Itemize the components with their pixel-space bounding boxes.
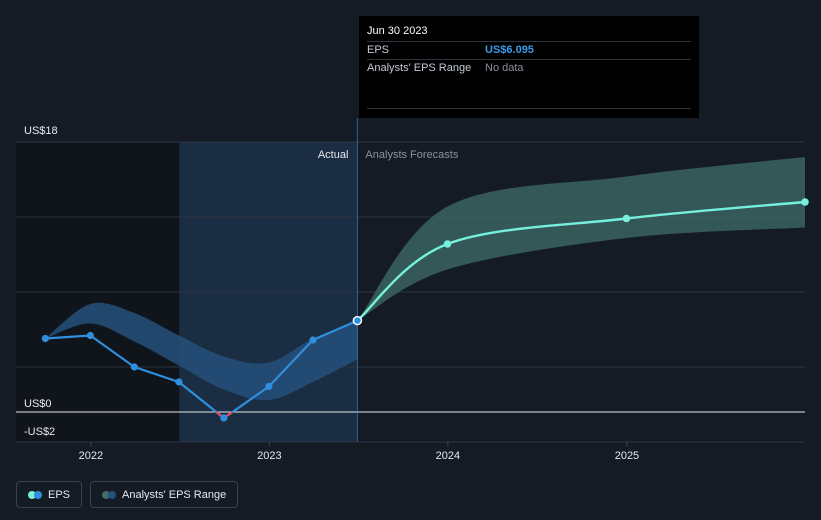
legend-eps-label: EPS [48,488,71,501]
tooltip-row-eps: EPS US$6.095 [367,41,691,59]
eps-actual-point[interactable] [265,382,273,391]
tooltip-range-label: Analysts' EPS Range [367,62,472,74]
eps-actual-segment [44,334,92,340]
x-axis-labels: 2022 2023 2024 2025 [79,442,639,462]
range-dots-icon [102,490,117,499]
forecast-range-band [357,157,805,321]
legend-eps-button[interactable]: EPS [16,481,83,508]
tooltip-eps-label: EPS [367,44,390,56]
chart-legend: EPS Analysts' EPS Range [16,481,239,508]
eps-actual-segment [267,338,315,388]
eps-actual-point[interactable] [220,414,228,422]
eps-forecast-point[interactable] [622,214,631,223]
x-tick-label: 2022 [79,450,103,462]
legend-range-button[interactable]: Analysts' EPS Range [90,481,239,508]
tooltip-divider [367,108,691,109]
x-tick-label: 2025 [615,450,639,462]
eps-actual-point[interactable] [352,315,363,326]
x-tick-label: 2023 [257,450,281,462]
tooltip-range-value: No data [485,62,524,74]
eps-forecast-line [356,200,806,322]
hover-tooltip: Jun 30 2023 EPS US$6.095 Analysts' EPS R… [359,16,699,118]
tooltip-row-range: Analysts' EPS Range No data [367,59,691,77]
eps-forecast-point[interactable] [443,240,452,248]
eps-actual-point[interactable] [86,331,94,340]
forecast-region-label: Analysts Forecasts [365,149,458,161]
eps-actual-segment [133,365,180,384]
y-tick-label: US$0 [24,398,52,410]
y-tick-label: US$18 [24,125,58,137]
eps-actual-segment [311,319,359,342]
eps-actual-point[interactable] [309,336,317,344]
actual-region-label: Actual [318,149,349,161]
eps-forecast-point[interactable] [801,198,809,206]
eps-actual-point[interactable] [130,363,138,371]
y-axis-labels: US$18 US$0 -US$2 [24,125,58,438]
eps-actual-point[interactable] [175,378,183,386]
x-tick-label: 2024 [436,450,460,462]
tooltip-eps-value: US$6.095 [485,44,534,56]
eps-actual-point[interactable] [41,334,49,343]
y-tick-label: -US$2 [24,426,55,438]
eps-dots-icon [28,490,42,499]
eps-lines [44,200,806,420]
legend-range-label: Analysts' EPS Range [122,488,227,501]
eps-markers[interactable] [41,198,809,422]
eps-actual-segment [89,334,136,369]
tooltip-date: Jun 30 2023 [367,25,428,37]
